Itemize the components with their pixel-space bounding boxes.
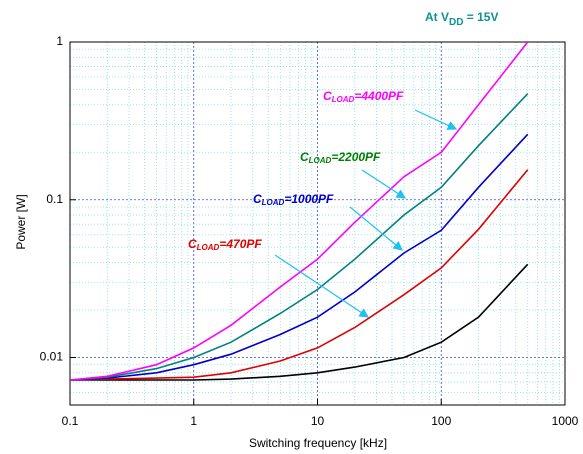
title-part: DD [449,17,463,28]
series-annotation: CLOAD=1000PF [253,192,334,207]
annotation-arrow [349,206,403,251]
y-tick-label: 0.01 [40,350,64,364]
annotation-part: LOAD [309,156,332,165]
title-part: = 15V [463,10,498,24]
x-axis-label: Switching frequency [kHz] [249,436,387,450]
title-part: At V [425,10,449,24]
annotation-arrow [274,254,369,318]
y-tick-label: 0.1 [46,192,63,206]
series-line [70,263,529,381]
series-line [70,133,529,381]
series-annotation: CLOAD=4400PF [323,89,404,104]
annotation-part: C [188,237,197,251]
annotation-part: C [323,89,332,103]
annotation-part: C [300,150,309,164]
x-tick-label: 1 [190,414,197,428]
series-line [70,42,529,381]
annotation-part: =1000PF [284,192,334,206]
annotation-part: LOAD [332,95,355,104]
annotation-part: =470PF [219,237,262,251]
annotation-part: C [253,192,262,206]
annotation-part: =4400PF [354,89,404,103]
annotation-part: =2200PF [331,150,381,164]
series-annotation: CLOAD=2200PF [300,150,381,165]
series-annotation: CLOAD=470PF [188,237,262,252]
x-tick-label: 10 [311,414,325,428]
x-tick-label: 1000 [552,414,579,428]
series-line [70,93,529,381]
x-tick-label: 100 [431,414,451,428]
annotation-arrow [361,169,407,199]
plot-frame [69,41,566,406]
chart-title: At VDD = 15V [425,10,498,27]
series-line [70,169,529,381]
y-tick-label: 1 [56,34,63,48]
annotation-arrow [414,109,458,130]
annotation-part: LOAD [197,243,220,252]
annotation-part: LOAD [262,198,285,207]
y-axis-label: Power [W] [14,194,28,249]
x-tick-label: 0.1 [62,414,79,428]
